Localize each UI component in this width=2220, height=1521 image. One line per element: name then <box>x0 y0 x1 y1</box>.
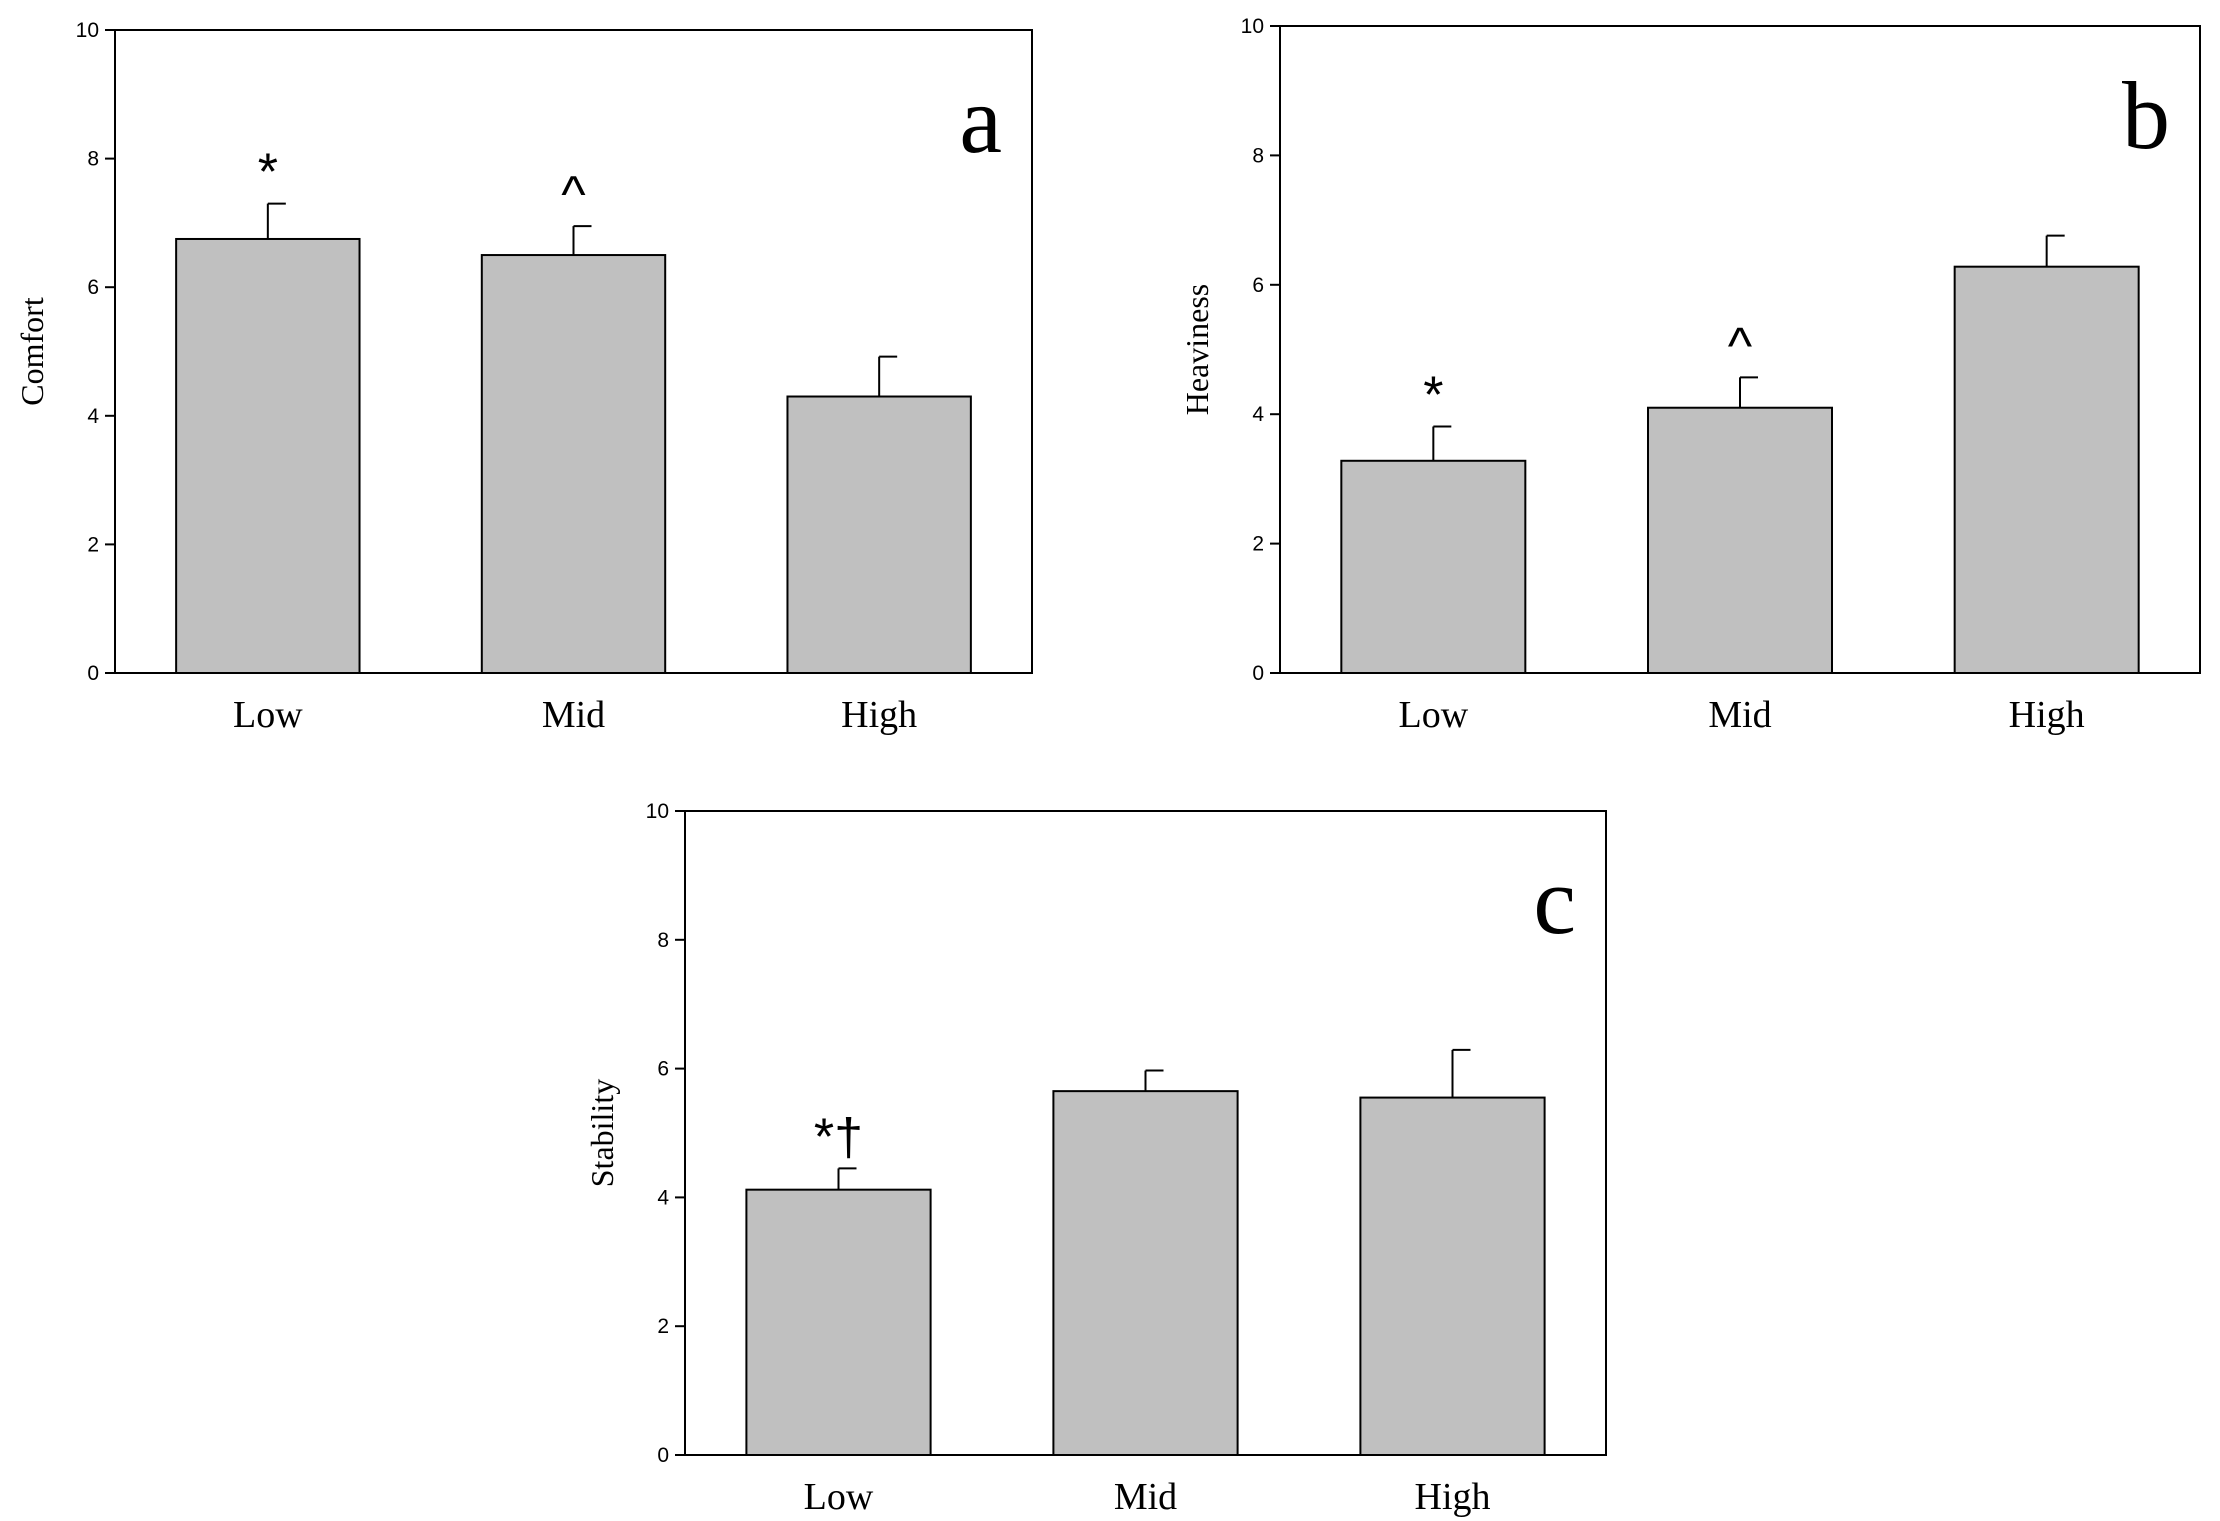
panel-label: c <box>1533 847 1576 954</box>
bar-low <box>175 237 361 674</box>
y-tick-label: 2 <box>657 1315 669 1338</box>
bar-mid <box>480 254 667 675</box>
panel-label: b <box>2122 62 2170 169</box>
x-category-label: Mid <box>1708 694 1771 736</box>
significance-marker-low: * <box>258 144 278 202</box>
y-tick-label: 0 <box>657 1444 669 1467</box>
significance-marker-mid: ^ <box>561 166 586 224</box>
significance-marker-mid: ^ <box>1728 317 1753 375</box>
bar-high <box>786 395 972 674</box>
x-category-label: High <box>1415 1476 1491 1518</box>
y-tick-label: 6 <box>87 276 99 299</box>
x-category-label: Low <box>1399 694 1469 736</box>
y-tick-label: 2 <box>1252 533 1264 556</box>
y-tick-label: 10 <box>646 800 669 823</box>
y-tick-label: 8 <box>87 148 99 171</box>
x-category-label: Low <box>804 1476 874 1518</box>
bar-mid <box>1647 406 1833 674</box>
y-tick-label: 10 <box>1241 15 1264 38</box>
bar-high <box>1359 1096 1546 1456</box>
y-tick-label: 8 <box>1252 144 1264 167</box>
chart-panel-c: 0 2 4 6 8 10 Stability c *† Low Mid High <box>584 800 1607 1518</box>
y-axis-label: Comfort <box>14 297 50 406</box>
panel-label: a <box>959 66 1002 173</box>
y-tick-label: 0 <box>1252 662 1264 685</box>
x-category-label: High <box>2009 694 2085 736</box>
bar-low <box>1340 459 1527 674</box>
significance-marker-low: * <box>1423 366 1443 424</box>
y-tick-label: 4 <box>87 405 99 428</box>
y-tick-label: 4 <box>1252 403 1264 426</box>
y-axis-label: Stability <box>584 1079 620 1187</box>
y-tick-label: 10 <box>76 19 99 42</box>
y-tick-label: 6 <box>1252 274 1264 297</box>
y-axis-label: Heaviness <box>1179 284 1215 416</box>
y-tick-label: 6 <box>657 1058 669 1081</box>
y-tick-label: 0 <box>87 662 99 685</box>
chart-panel-a: 0 2 4 6 8 10 Comfort a * Low ^ Mid High <box>14 19 1033 736</box>
bar-mid <box>1052 1090 1239 1456</box>
bar-low <box>745 1188 932 1456</box>
x-category-label: Mid <box>542 694 605 736</box>
chart-panel-b: 0 2 4 6 8 10 Heaviness b * Low ^ Mid High <box>1179 15 2201 736</box>
y-tick-label: 8 <box>657 929 669 952</box>
x-category-label: Mid <box>1114 1476 1177 1518</box>
bar-high <box>1953 265 2140 674</box>
x-category-label: High <box>841 694 917 736</box>
x-category-label: Low <box>233 694 303 736</box>
significance-marker-low: *† <box>814 1108 863 1166</box>
y-tick-label: 2 <box>87 533 99 556</box>
y-tick-label: 4 <box>657 1186 669 1209</box>
